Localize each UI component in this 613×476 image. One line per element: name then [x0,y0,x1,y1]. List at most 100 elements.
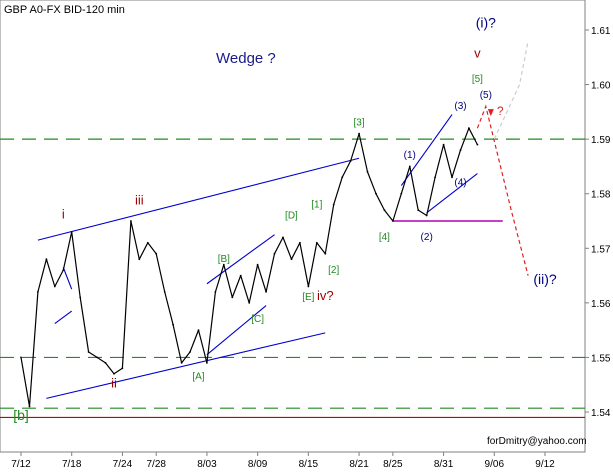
wave-label-22: (ii)? [533,271,557,287]
price-point-44 [392,220,394,222]
price-point-27 [248,302,251,304]
price-point-41 [366,171,369,173]
chart-title: GBP A0-FX BID-120 min [4,4,125,16]
price-point-13 [130,220,132,222]
price-point-50 [442,143,445,146]
x-tick-label-5: 8/09 [248,459,268,470]
x-tick-label-2: 7/24 [113,459,133,470]
price-point-49 [434,176,436,179]
price-point-4 [53,285,56,288]
price-point-12 [121,367,124,370]
price-point-46 [408,165,411,168]
wave-label-14: [4] [379,232,390,243]
price-point-40 [358,132,360,135]
price-point-34 [307,285,310,288]
y-tick-label-0: 1.54 [591,408,611,419]
price-point-38 [341,176,344,179]
channel-line-3 [206,305,267,356]
price-point-26 [239,274,242,277]
wave-label-1: i [62,206,65,221]
price-point-52 [459,149,462,152]
price-point-3 [45,258,48,261]
wave-label-3: iii [135,193,144,208]
y-axis-ticks: 1.54 1.55 1.56 1.57 1.58 1.59 1.60 1.61 [585,26,611,419]
forecast-paths: ? [476,40,529,276]
price-point-20 [189,351,191,353]
forecast-path-0 [476,104,529,276]
channel-line-4 [400,114,453,186]
wave-label-6: [A] [192,371,204,382]
price-point-45 [400,192,403,195]
wave-label-18: (3) [454,101,466,112]
wave-label-11: [1] [311,199,322,210]
price-point-29 [265,291,267,293]
price-point-39 [349,160,352,162]
channel-line-5 [426,173,478,214]
price-point-14 [138,258,141,261]
price-point-15 [146,241,149,244]
wave-label-15: [5] [472,74,483,85]
y-tick-label-5: 1.59 [591,135,611,146]
price-series [20,127,479,408]
y-tick-label-3: 1.57 [591,244,611,255]
price-point-21 [197,329,200,331]
price-point-31 [282,236,284,239]
x-tick-label-1: 7/18 [62,459,82,470]
y-tick-label-6: 1.60 [591,81,611,92]
price-point-22 [206,362,208,364]
x-tick-label-10: 9/06 [485,459,505,470]
price-point-33 [299,241,301,244]
wave-label-19: (4) [454,178,466,189]
wave-label-17: (2) [421,232,433,243]
price-point-54 [476,143,479,146]
x-tick-label-8: 8/25 [383,459,403,470]
y-tick-label-2: 1.56 [591,299,611,310]
price-point-36 [324,252,327,255]
channel-line-0 [37,157,360,241]
y-tick-label-4: 1.58 [591,190,611,201]
wave-label-8: [C] [251,314,264,325]
x-tick-label-7: 8/21 [349,459,369,470]
price-point-18 [172,323,175,326]
y-tick-label-1: 1.55 [591,353,611,364]
price-point-9 [96,356,98,359]
wave-label-13: [3] [354,118,365,129]
x-tick-label-4: 8/03 [197,459,217,470]
channel-line-1 [46,332,326,399]
wave-label-20: (5) [480,90,492,101]
wave-labels: [b]iiiiiiiv?v[A][B][C][D][E][1][2][3][4]… [13,14,557,423]
wedge-annotation: Wedge ? [216,50,276,67]
price-point-16 [155,252,158,255]
x-tick-label-3: 7/28 [146,459,166,470]
price-point-25 [231,296,234,299]
channel-line-7 [54,310,73,325]
price-point-2 [37,291,39,293]
wave-label-2: ii [111,375,117,390]
channel-line-6 [62,267,73,290]
wave-label-9: [D] [285,210,298,221]
wave-label-12: [2] [328,265,339,276]
wave-label-5: v [474,45,481,60]
price-point-51 [451,176,453,179]
forecast-question-mark: ? [497,104,504,118]
price-point-0 [20,356,22,359]
price-point-48 [425,214,428,217]
price-point-8 [87,351,90,353]
wave-label-4: iv? [317,288,334,303]
price-point-28 [256,263,259,266]
price-point-17 [163,291,166,293]
price-point-30 [273,252,276,255]
wave-label-0: [b] [13,407,29,423]
x-tick-label-11: 9/12 [535,459,555,470]
price-point-5 [62,269,65,271]
price-point-47 [417,209,420,212]
price-point-1 [28,405,31,408]
price-point-53 [468,127,470,130]
price-point-37 [332,203,335,206]
x-axis-ticks: 7/12 7/18 7/24 7/28 8/03 8/09 8/15 8/21 8/25 8/31… [11,452,555,470]
wave-label-10: [E] [302,292,314,303]
price-point-23 [214,291,217,293]
